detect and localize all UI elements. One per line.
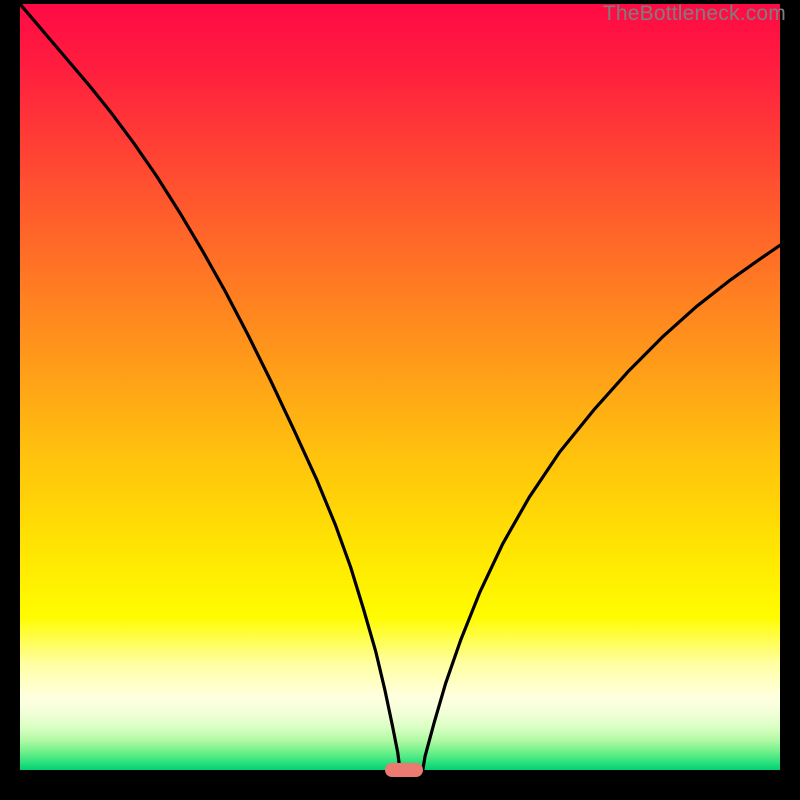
optimal-point-marker [385, 763, 423, 777]
bottleneck-curve [20, 4, 780, 770]
watermark-label: TheBottleneck.com [603, 2, 786, 26]
canvas: TheBottleneck.com [0, 0, 800, 800]
plot-area [20, 4, 780, 770]
